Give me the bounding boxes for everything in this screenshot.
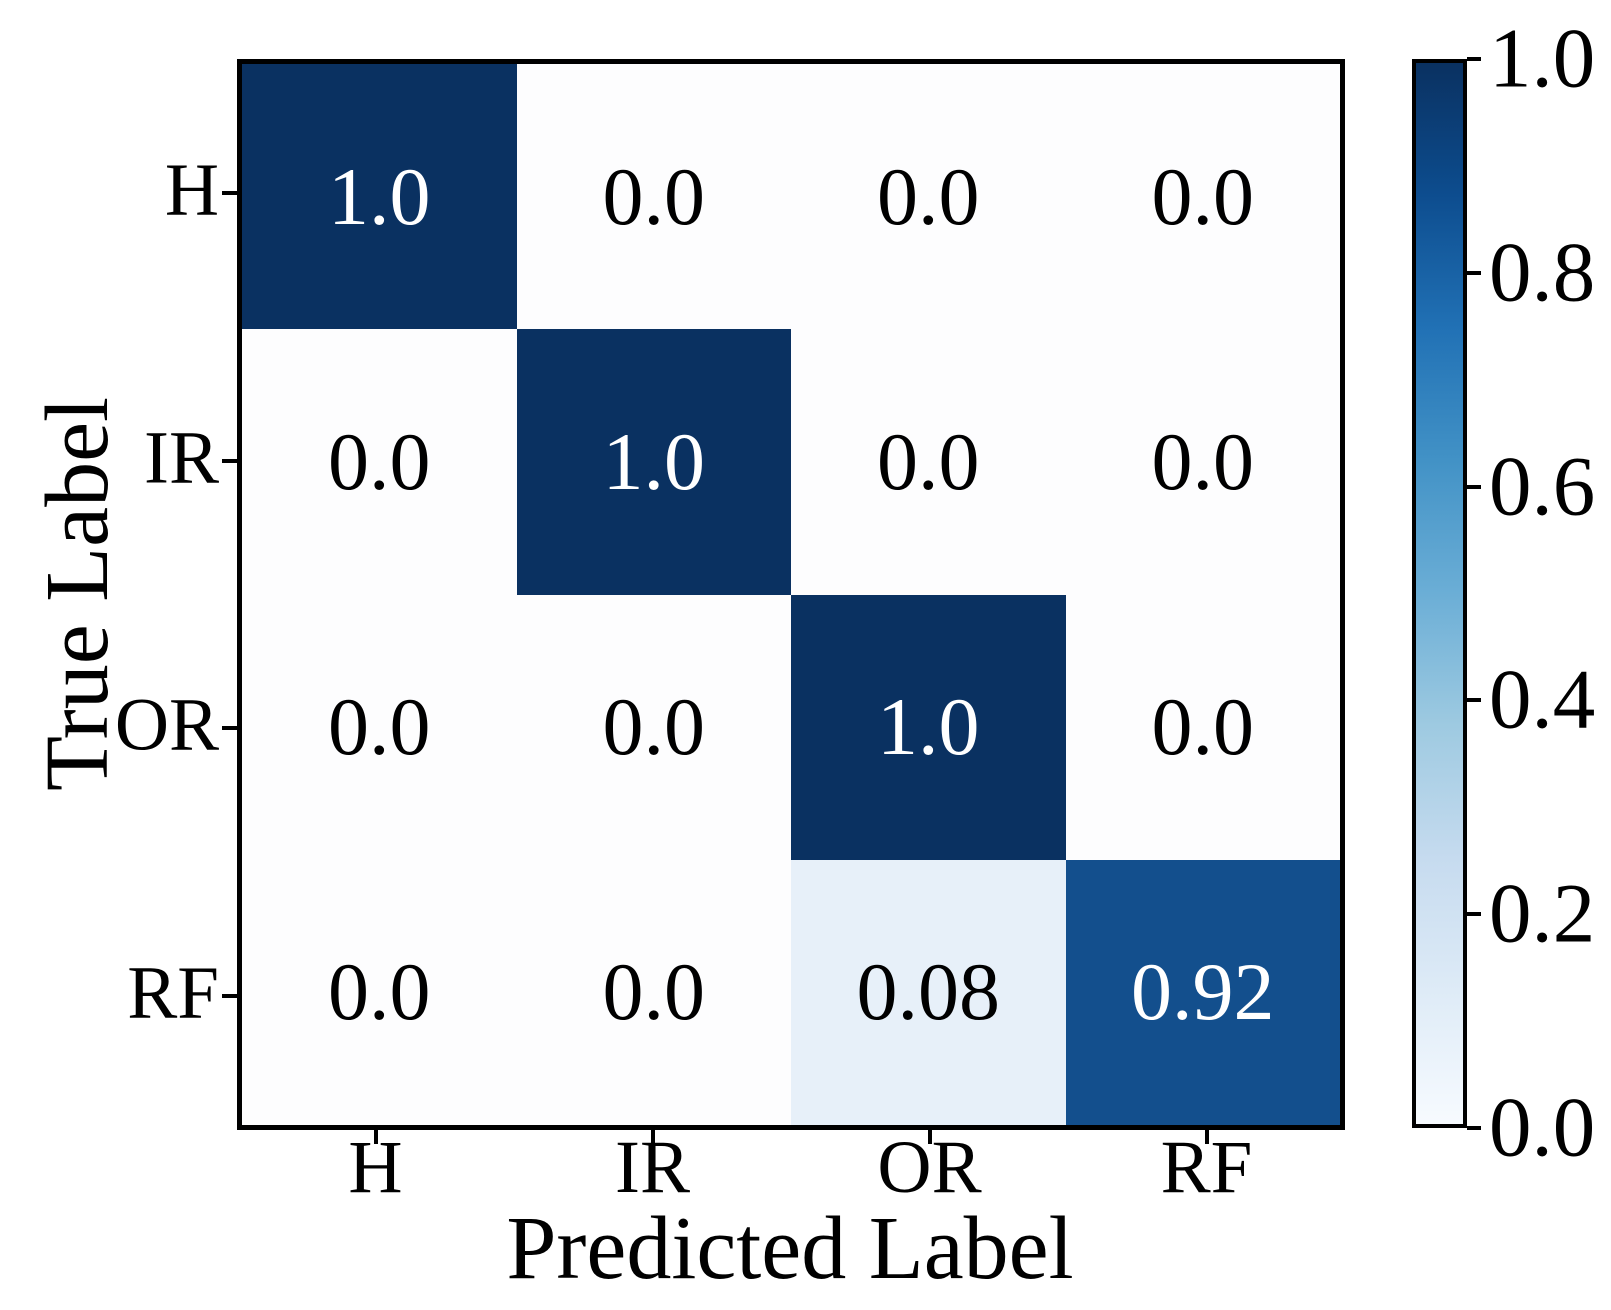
colorbar (1412, 59, 1467, 1128)
y-tick-label-OR: OR (114, 683, 219, 767)
colorbar-tick-label-0.6: 0.6 (1489, 439, 1596, 534)
heatmap-cell-r2c2: 1.0 (791, 594, 1066, 860)
heatmap-cell-r0c2: 0.0 (791, 64, 1066, 330)
cell-annotation: 0.0 (877, 150, 980, 242)
heatmap-cell-r1c3: 0.0 (1065, 329, 1340, 595)
cell-annotation: 1.0 (877, 681, 980, 773)
colorbar-tick-mark-5 (1467, 1126, 1481, 1130)
colorbar-tick-label-0.4: 0.4 (1489, 652, 1596, 747)
cell-annotation: 0.0 (328, 681, 431, 773)
colorbar-tick-mark-2 (1467, 484, 1481, 489)
y-tick-mark-1 (222, 458, 237, 463)
x-tick-label-OR: OR (877, 1126, 982, 1209)
x-tick-label-H: H (348, 1126, 403, 1209)
cell-annotation: 0.0 (602, 946, 706, 1038)
colorbar-tick-label-1.0: 1.0 (1489, 11, 1596, 106)
heatmap-cell-r0c3: 0.0 (1065, 64, 1340, 330)
cell-annotation: 0.0 (328, 946, 431, 1038)
cell-annotation: 1.0 (602, 415, 706, 507)
x-tick-label-RF: RF (1160, 1126, 1253, 1209)
heatmap-cell-r3c1: 0.0 (516, 859, 791, 1125)
heatmap-cell-r2c3: 0.0 (1065, 594, 1340, 860)
cell-annotation: 0.0 (602, 150, 706, 242)
heatmap-cell-r1c2: 0.0 (791, 329, 1066, 595)
heatmap-cell-r2c1: 0.0 (516, 594, 791, 860)
cell-annotation: 0.0 (1151, 415, 1255, 507)
heatmap-cell-r0c1: 0.0 (516, 64, 791, 330)
cell-annotation: 0.92 (1131, 946, 1275, 1038)
y-tick-mark-2 (222, 726, 237, 731)
x-tick-label-IR: IR (615, 1126, 690, 1209)
colorbar-tick-label-0.2: 0.2 (1489, 866, 1596, 961)
colorbar-tick-mark-4 (1467, 912, 1481, 917)
heatmap-cell-r0c0: 1.0 (242, 64, 517, 330)
cell-annotation: 0.0 (1151, 150, 1255, 242)
x-tick-mark-0 (373, 1130, 378, 1144)
colorbar-tick-mark-3 (1467, 698, 1481, 703)
x-tick-mark-3 (1204, 1130, 1209, 1144)
colorbar-tick-label-0.0: 0.0 (1489, 1080, 1596, 1175)
heatmap-plot-area: 1.0 0.0 0.0 0.0 0.0 1.0 0.0 0.0 0.0 0.0 1.0 0.0 0.0 0… (237, 59, 1345, 1130)
y-tick-mark-3 (222, 994, 237, 999)
colorbar-tick-label-0.8: 0.8 (1489, 225, 1596, 320)
y-tick-mark-0 (222, 190, 237, 195)
heatmap-cell-r3c0: 0.0 (242, 859, 517, 1125)
y-tick-label-RF: RF (127, 951, 219, 1035)
cell-annotation: 1.0 (328, 150, 431, 242)
cell-annotation: 0.08 (856, 946, 1001, 1038)
heatmap-cell-r2c0: 0.0 (242, 594, 517, 860)
heatmap-cell-r3c2: 0.08 (791, 859, 1066, 1125)
colorbar-tick-mark-0 (1467, 57, 1481, 61)
cell-annotation: 0.0 (602, 681, 706, 773)
heatmap-cell-r3c3: 0.92 (1065, 859, 1340, 1125)
y-tick-label-H: H (164, 148, 219, 232)
colorbar-tick-mark-1 (1467, 270, 1481, 275)
y-axis-label: True Label (28, 396, 127, 792)
x-tick-mark-1 (650, 1130, 655, 1144)
x-axis-label: Predicted Label (506, 1199, 1074, 1298)
cell-annotation: 0.0 (328, 415, 431, 507)
cell-annotation: 0.0 (877, 415, 980, 507)
x-tick-mark-2 (927, 1130, 932, 1144)
y-tick-label-IR: IR (144, 416, 219, 500)
cell-annotation: 0.0 (1151, 681, 1255, 773)
heatmap-cell-r1c0: 0.0 (242, 329, 517, 595)
heatmap-cell-r1c1: 1.0 (516, 329, 791, 595)
